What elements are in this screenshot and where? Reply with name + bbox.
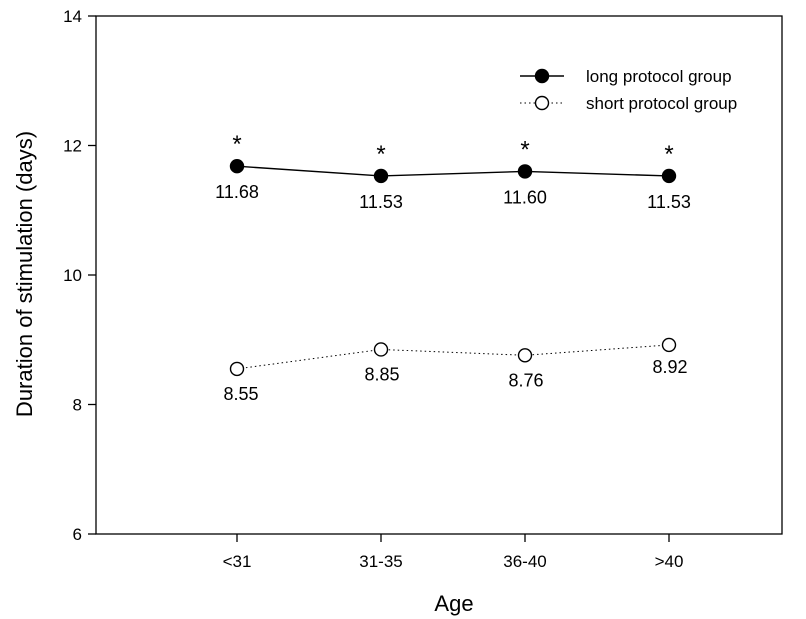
y-tick-label: 6 [73,525,82,544]
data-label: 11.60 [503,187,547,207]
legend: long protocol group short protocol group [520,67,737,113]
x-tick-label: 36-40 [503,552,546,571]
y-tick-label: 14 [63,7,82,26]
data-label: 8.55 [223,384,258,404]
legend-marker [534,95,550,111]
series-line-long [236,165,670,177]
significance-mark: * [520,136,529,163]
data-point [373,342,389,357]
data-label: 11.68 [215,182,259,202]
data-label: 8.76 [508,370,543,390]
series-group [229,159,677,377]
legend-marker [534,68,550,84]
data-point [229,361,245,377]
y-tick-label: 10 [63,266,82,285]
data-point [661,168,677,184]
y-tick-label: 12 [63,137,82,156]
x-axis-title: Age [434,591,473,616]
data-point [373,168,389,184]
data-point [517,348,533,363]
legend-label: long protocol group [586,67,732,86]
data-label: 11.53 [647,192,691,212]
data-label: 8.85 [364,364,399,384]
significance-mark: * [232,131,241,158]
series-line-short [236,344,670,370]
data-label: 11.53 [359,192,403,212]
data-label: 8.92 [652,357,687,377]
significance-mark: * [376,141,385,168]
significance-mark: * [664,141,673,168]
legend-label: short protocol group [586,94,737,113]
data-point [229,159,245,174]
y-axis-title: Duration of stimulation (days) [12,131,37,417]
x-tick-label: >40 [655,552,684,571]
x-tick-label: <31 [223,552,252,571]
x-tick-label: 31-35 [359,552,402,571]
data-point [517,164,533,179]
data-point [661,337,677,353]
data-labels: 11.68 * 11.53 * 11.60 * 11.53 * 8.55 8.85 8.76 8.92 [215,131,691,404]
ticks: 6 8 10 12 14 <31 31-35 36-40 >40 [63,7,683,571]
y-tick-label: 8 [73,396,82,415]
